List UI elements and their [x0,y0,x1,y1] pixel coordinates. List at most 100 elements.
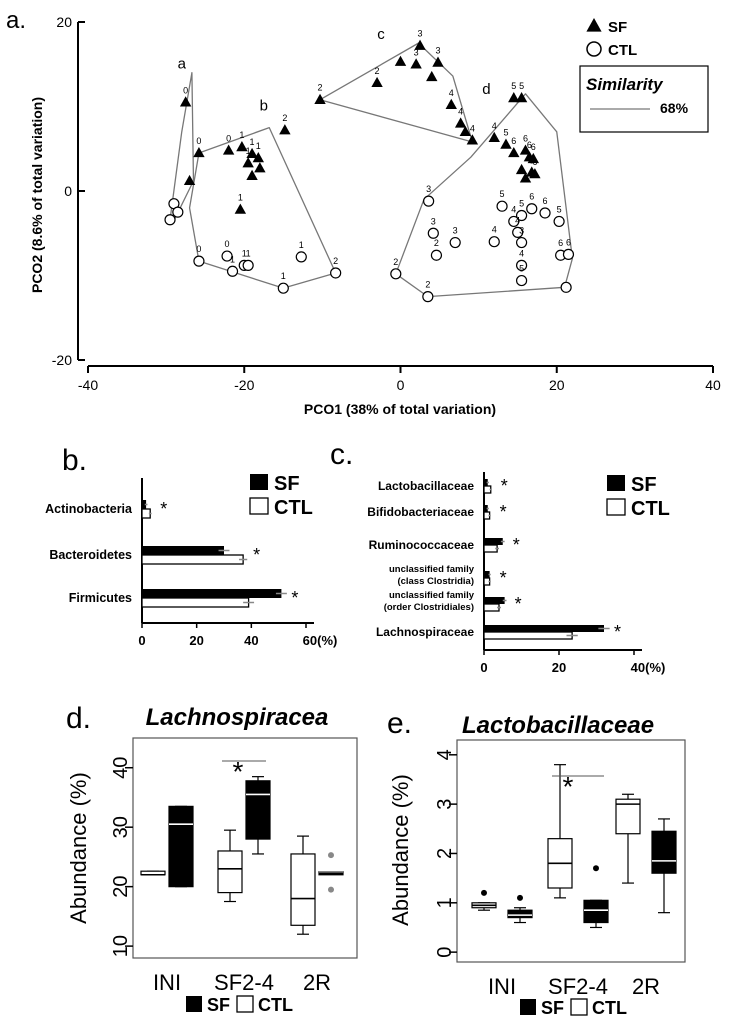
y-tick-label: 1 [434,897,456,908]
bar-ctl [141,597,250,608]
significance-star: * [233,756,244,787]
sf-point [426,70,438,82]
category-label: unclassified family [389,564,475,575]
point-label: 0 [196,244,201,254]
legend-ctl-marker [586,41,602,57]
sf-point [529,168,541,179]
box-body [615,798,641,835]
ctl-point [526,203,538,215]
category-sublabel: (class Clostridia) [397,576,474,587]
category-label: Firmicutes [69,591,132,605]
sf-point [246,169,258,180]
x-tick-label: -20 [234,377,254,393]
y-axis-title: PCO2 (8.6% of total variation) [29,97,45,293]
point-label: 5 [557,204,562,214]
outlier-point [328,886,334,893]
bar-ctl [483,544,498,553]
outlier-point [593,865,599,872]
point-label: 4 [458,106,463,116]
boxplot-e: e. Lactobacillaceae 0 1 2 3 4 Abundance (%) INI S… [387,707,686,1018]
ctl-point [277,282,289,294]
point-label: 6 [529,192,534,202]
ctl-point [449,236,461,249]
category-label: Actinobacteria [45,502,133,516]
similarity-title: Similarity [586,75,664,94]
point-label: 2 [282,113,287,123]
y-tick-label: -20 [52,352,72,368]
point-label: 0 [225,239,230,249]
box-ctl-2r [615,793,641,884]
significance-star: * [253,545,260,565]
sf-point [183,174,196,186]
point-label: 1 [230,254,235,264]
point-label: 6 [532,157,537,167]
point-label: 5 [529,155,534,165]
box-ctl-2r [290,835,316,935]
legend-sf-swatch [186,996,202,1012]
point-label: 6 [527,140,532,150]
sf-point [279,124,291,135]
ctl-point [515,259,528,271]
plot-frame [132,737,358,959]
sf-point [252,152,265,163]
sf-point [488,131,500,142]
point-label: 2 [393,257,398,267]
sf-point [432,56,444,67]
sf-point [410,58,422,69]
legend-sf-label: SF [631,474,657,496]
significance-star: * [160,499,167,519]
point-label: 1 [256,141,261,151]
sf-point [527,152,540,164]
point-label: 4 [449,88,454,98]
y-axis-title: Abundance (%) [388,774,413,926]
outlier-point [517,894,523,901]
x-category-label: SF2-4 [548,974,608,999]
sf-point [445,98,457,110]
bar-sf [484,479,488,486]
point-label: 1 [299,240,304,250]
point-label: 5 [500,189,505,199]
box-sf-2r [651,818,677,914]
point-label: 6 [543,196,548,206]
sf-point [242,157,254,168]
point-label: 3 [519,226,524,236]
sf-point [314,93,326,104]
x-tick-label: 40 [705,377,721,393]
x-tick-label: 20 [189,633,203,648]
bar-chart-c: c. 0 20 40(%) * Lactobacillaceae * Bifidobacter… [330,438,670,675]
sf-point [515,92,528,103]
point-label: 5 [519,264,524,274]
y-tick-label: 0 [434,947,456,958]
ctl-point [560,281,572,293]
point-label: 2 [375,66,380,76]
point-label: 3 [435,46,440,56]
cluster-label-b: b [260,98,268,115]
ctl-point [488,236,500,248]
cluster-outline-b [188,126,337,289]
sf-point [454,117,467,128]
plot-title: Lachnospiracea [146,704,329,731]
panel-label-d: d. [66,702,91,735]
legend-ctl-swatch [570,998,588,1016]
panel-label-c: c. [330,438,353,471]
sf-point [459,125,472,137]
point-label: 5 [503,128,508,138]
bar-sf [484,538,503,545]
ctl-point [427,227,439,239]
point-label: 4 [511,204,516,214]
point-label: 3 [431,216,436,226]
point-label: 4 [470,123,475,133]
point-label: 1 [246,146,251,156]
point-label: 4 [492,225,497,235]
significance-star: * [515,594,522,614]
significance-star: * [500,502,507,522]
plot-title: Lactobacillaceae [462,712,654,739]
bar-sf [142,589,282,598]
cluster-label-a: a [178,55,187,72]
bar-sf [142,546,224,555]
y-tick-label: 30 [110,816,132,838]
significance-star: * [500,568,507,588]
point-label: 4 [492,121,497,131]
point-label: 1 [242,248,247,258]
